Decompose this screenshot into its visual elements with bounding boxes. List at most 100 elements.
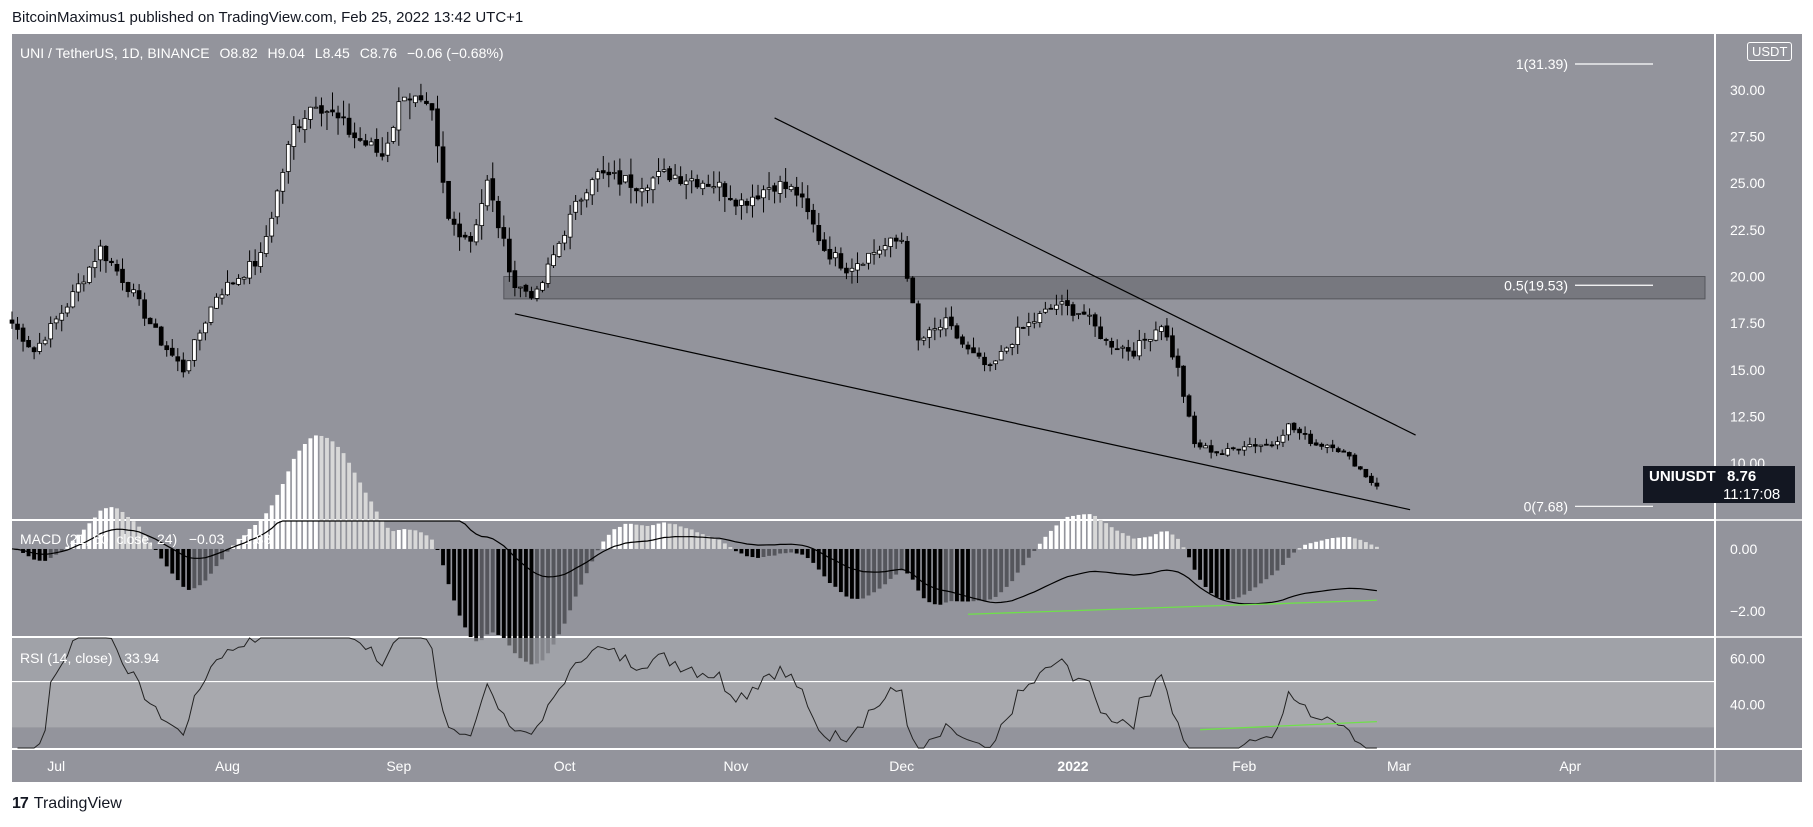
candle[interactable] bbox=[1324, 444, 1330, 448]
candle[interactable] bbox=[971, 347, 976, 354]
candle[interactable] bbox=[1009, 344, 1015, 348]
candle[interactable] bbox=[473, 224, 479, 243]
candle[interactable] bbox=[965, 344, 971, 350]
candle[interactable] bbox=[1358, 466, 1363, 470]
candle[interactable] bbox=[866, 252, 871, 264]
candle[interactable] bbox=[1241, 446, 1247, 451]
candle[interactable] bbox=[656, 171, 661, 177]
candle[interactable] bbox=[777, 181, 783, 194]
candle[interactable] bbox=[672, 174, 678, 179]
candle[interactable] bbox=[938, 326, 943, 331]
candle[interactable] bbox=[551, 254, 556, 267]
candle[interactable] bbox=[1092, 314, 1098, 327]
candle[interactable] bbox=[1098, 326, 1103, 340]
candle[interactable] bbox=[1015, 326, 1021, 345]
candle[interactable] bbox=[98, 245, 103, 261]
price-scale[interactable] bbox=[1716, 34, 1802, 748]
candle[interactable] bbox=[540, 282, 545, 291]
candle[interactable] bbox=[1269, 444, 1275, 447]
candle[interactable] bbox=[352, 132, 357, 139]
candle[interactable] bbox=[705, 183, 711, 187]
candle[interactable] bbox=[816, 225, 822, 242]
candle[interactable] bbox=[1369, 475, 1374, 484]
candle[interactable] bbox=[495, 200, 501, 229]
candle[interactable] bbox=[788, 185, 794, 191]
candle[interactable] bbox=[186, 360, 192, 372]
candle[interactable] bbox=[954, 325, 960, 339]
candle[interactable] bbox=[617, 170, 623, 185]
candle[interactable] bbox=[479, 203, 485, 227]
candle[interactable] bbox=[1020, 327, 1026, 329]
candle[interactable] bbox=[926, 329, 932, 338]
candle[interactable] bbox=[512, 270, 518, 289]
candle[interactable] bbox=[319, 105, 324, 114]
candle[interactable] bbox=[1054, 304, 1059, 310]
candle[interactable] bbox=[446, 180, 451, 219]
candle[interactable] bbox=[1275, 441, 1280, 446]
candle[interactable] bbox=[1148, 339, 1153, 342]
candle[interactable] bbox=[385, 142, 391, 156]
candle[interactable] bbox=[236, 278, 241, 285]
candle[interactable] bbox=[904, 240, 910, 279]
candle[interactable] bbox=[258, 252, 264, 267]
candle[interactable] bbox=[772, 185, 777, 192]
candle[interactable] bbox=[1208, 445, 1214, 453]
candle[interactable] bbox=[589, 179, 595, 196]
candle[interactable] bbox=[1346, 452, 1352, 457]
candle[interactable] bbox=[1247, 444, 1253, 448]
candle[interactable] bbox=[1219, 453, 1225, 456]
candle[interactable] bbox=[733, 199, 739, 207]
candle[interactable] bbox=[1142, 338, 1148, 341]
candle[interactable] bbox=[1330, 444, 1336, 449]
candle[interactable] bbox=[860, 263, 866, 266]
candle[interactable] bbox=[81, 281, 87, 285]
candle[interactable] bbox=[169, 347, 175, 356]
trendline[interactable] bbox=[514, 313, 1411, 511]
candle[interactable] bbox=[142, 299, 147, 319]
candle[interactable] bbox=[794, 186, 800, 196]
candle[interactable] bbox=[285, 144, 291, 172]
candle[interactable] bbox=[1236, 448, 1242, 451]
candle[interactable] bbox=[15, 323, 20, 330]
candle[interactable] bbox=[728, 198, 733, 201]
candle[interactable] bbox=[1258, 444, 1264, 447]
candle[interactable] bbox=[1131, 350, 1137, 357]
candle[interactable] bbox=[1103, 339, 1109, 341]
candle[interactable] bbox=[37, 342, 42, 352]
candle[interactable] bbox=[567, 213, 573, 238]
candle[interactable] bbox=[1159, 326, 1164, 332]
candle[interactable] bbox=[9, 319, 15, 324]
candle[interactable] bbox=[600, 170, 606, 174]
candle[interactable] bbox=[661, 169, 667, 172]
candle[interactable] bbox=[53, 318, 59, 324]
candle[interactable] bbox=[1114, 348, 1120, 351]
candle[interactable] bbox=[269, 217, 275, 237]
candle[interactable] bbox=[1043, 308, 1048, 313]
candle[interactable] bbox=[313, 106, 319, 109]
candle[interactable] bbox=[1308, 433, 1313, 444]
candle[interactable] bbox=[623, 175, 628, 183]
candle[interactable] bbox=[418, 95, 424, 101]
candle[interactable] bbox=[877, 249, 882, 255]
candle[interactable] bbox=[932, 328, 938, 331]
candle[interactable] bbox=[838, 253, 844, 269]
candle[interactable] bbox=[357, 138, 363, 141]
candle[interactable] bbox=[716, 181, 722, 188]
rsi-line[interactable] bbox=[17, 637, 1377, 749]
candle[interactable] bbox=[308, 106, 313, 120]
candle[interactable] bbox=[75, 283, 81, 293]
candle[interactable] bbox=[722, 183, 728, 197]
candle[interactable] bbox=[230, 282, 236, 285]
candle[interactable] bbox=[225, 281, 230, 296]
candle[interactable] bbox=[87, 266, 92, 283]
candle[interactable] bbox=[147, 317, 153, 325]
candle[interactable] bbox=[42, 339, 48, 345]
candle[interactable] bbox=[634, 188, 639, 192]
candle[interactable] bbox=[64, 306, 70, 314]
candle[interactable] bbox=[109, 260, 114, 264]
rsi-divergence-line[interactable] bbox=[1200, 720, 1377, 731]
candle[interactable] bbox=[363, 140, 368, 146]
candle[interactable] bbox=[302, 118, 308, 131]
candle[interactable] bbox=[1164, 325, 1170, 338]
candle[interactable] bbox=[20, 327, 26, 342]
